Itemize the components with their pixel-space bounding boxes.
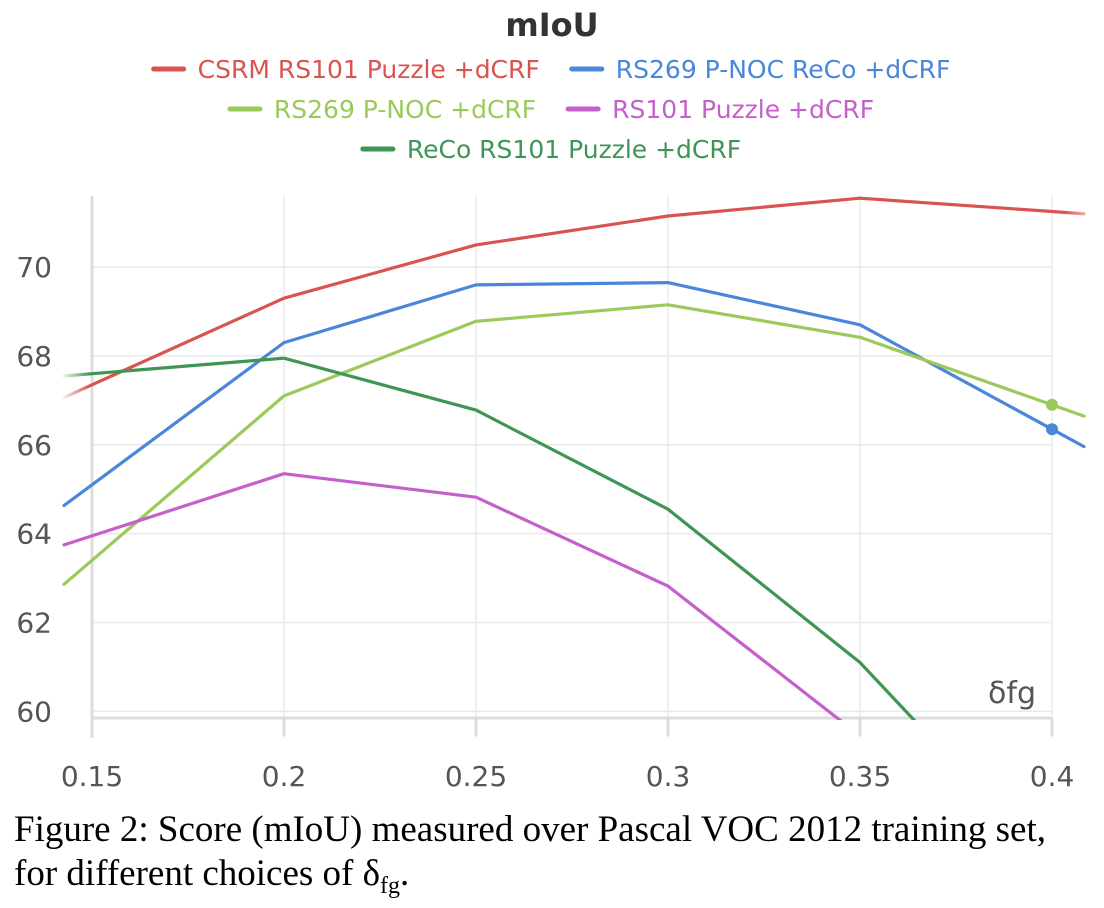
legend-entry: RS269 P-NOC ReCo +dCRF: [616, 55, 951, 84]
y-tick-label: 62: [16, 606, 52, 639]
x-axis-label: δfg: [988, 676, 1036, 711]
end-markers: [1046, 398, 1058, 436]
y-tick-label: 68: [16, 340, 52, 373]
x-tick-label: 0.2: [262, 760, 307, 793]
fade-left: [60, 360, 90, 410]
legend: CSRM RS101 Puzzle +dCRF RS269 P-NOC ReCo …: [151, 55, 951, 164]
series-end-marker: [1046, 423, 1058, 436]
legend-entry: RS101 Puzzle +dCRF: [612, 95, 874, 124]
legend-entry: ReCo RS101 Puzzle +dCRF: [407, 135, 741, 164]
series-line: [62, 196, 1086, 399]
y-tick-label: 66: [16, 429, 52, 462]
series-group: [62, 196, 1086, 720]
x-tick-label: 0.15: [61, 760, 123, 793]
caption-end: .: [400, 853, 410, 894]
axes: 0.15 0.2 0.25 0.3 0.35 0.4: [61, 196, 1074, 793]
legend-entry: RS269 P-NOC +dCRF: [274, 95, 536, 124]
caption-text: Figure 2: Score (mIoU) measured over Pas…: [14, 809, 1047, 894]
x-tick-label: 0.3: [646, 760, 691, 793]
y-tick-label: 70: [16, 251, 52, 284]
x-tick-label: 0.25: [445, 760, 507, 793]
y-tick-label: 60: [16, 695, 52, 728]
figure-caption: Figure 2: Score (mIoU) measured over Pas…: [14, 808, 1094, 908]
fade-right: [1064, 180, 1104, 240]
caption-subscript: fg: [380, 873, 401, 899]
x-tick-label: 0.35: [829, 760, 891, 793]
series-line: [62, 356, 917, 720]
series-line: [62, 303, 1086, 586]
series-line: [62, 281, 1086, 508]
grid: 60 62 64 66 68 70: [16, 196, 1053, 738]
chart-title: mIoU: [505, 6, 598, 44]
legend-entry: CSRM RS101 Puzzle +dCRF: [198, 55, 540, 84]
line-chart: mIoU CSRM RS101 Puzzle +dCRF RS269 P-NOC …: [16, 6, 1104, 793]
series-end-marker: [1046, 398, 1058, 411]
series-line: [62, 472, 843, 720]
x-tick-label: 0.4: [1030, 760, 1075, 793]
y-tick-label: 64: [16, 518, 52, 551]
